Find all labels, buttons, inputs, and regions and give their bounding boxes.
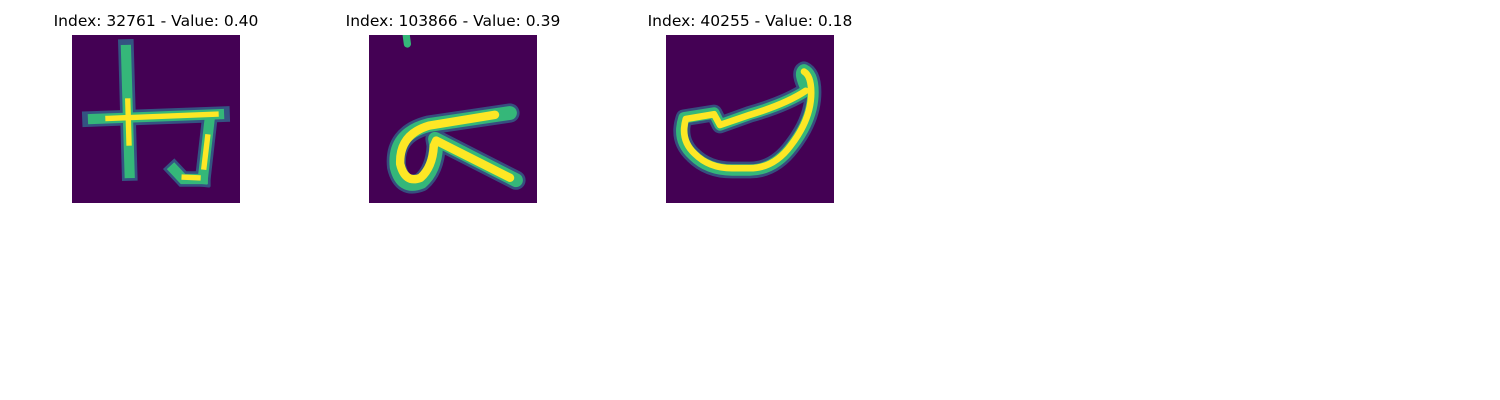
figure-panel-2: Index: 103866 - Value: 0.39 [303, 0, 603, 210]
panel-title: Index: 32761 - Value: 0.40 [53, 12, 259, 30]
glyph-image-2 [369, 35, 537, 203]
glyph-image-1 [72, 35, 240, 203]
panel-title: Index: 103866 - Value: 0.39 [345, 12, 561, 30]
figure-panel-3: Index: 40255 - Value: 0.18 [600, 0, 900, 210]
figure-panel-1: Index: 32761 - Value: 0.40 [6, 0, 306, 210]
panel-title: Index: 40255 - Value: 0.18 [647, 12, 853, 30]
glyph-image-3 [666, 35, 834, 203]
